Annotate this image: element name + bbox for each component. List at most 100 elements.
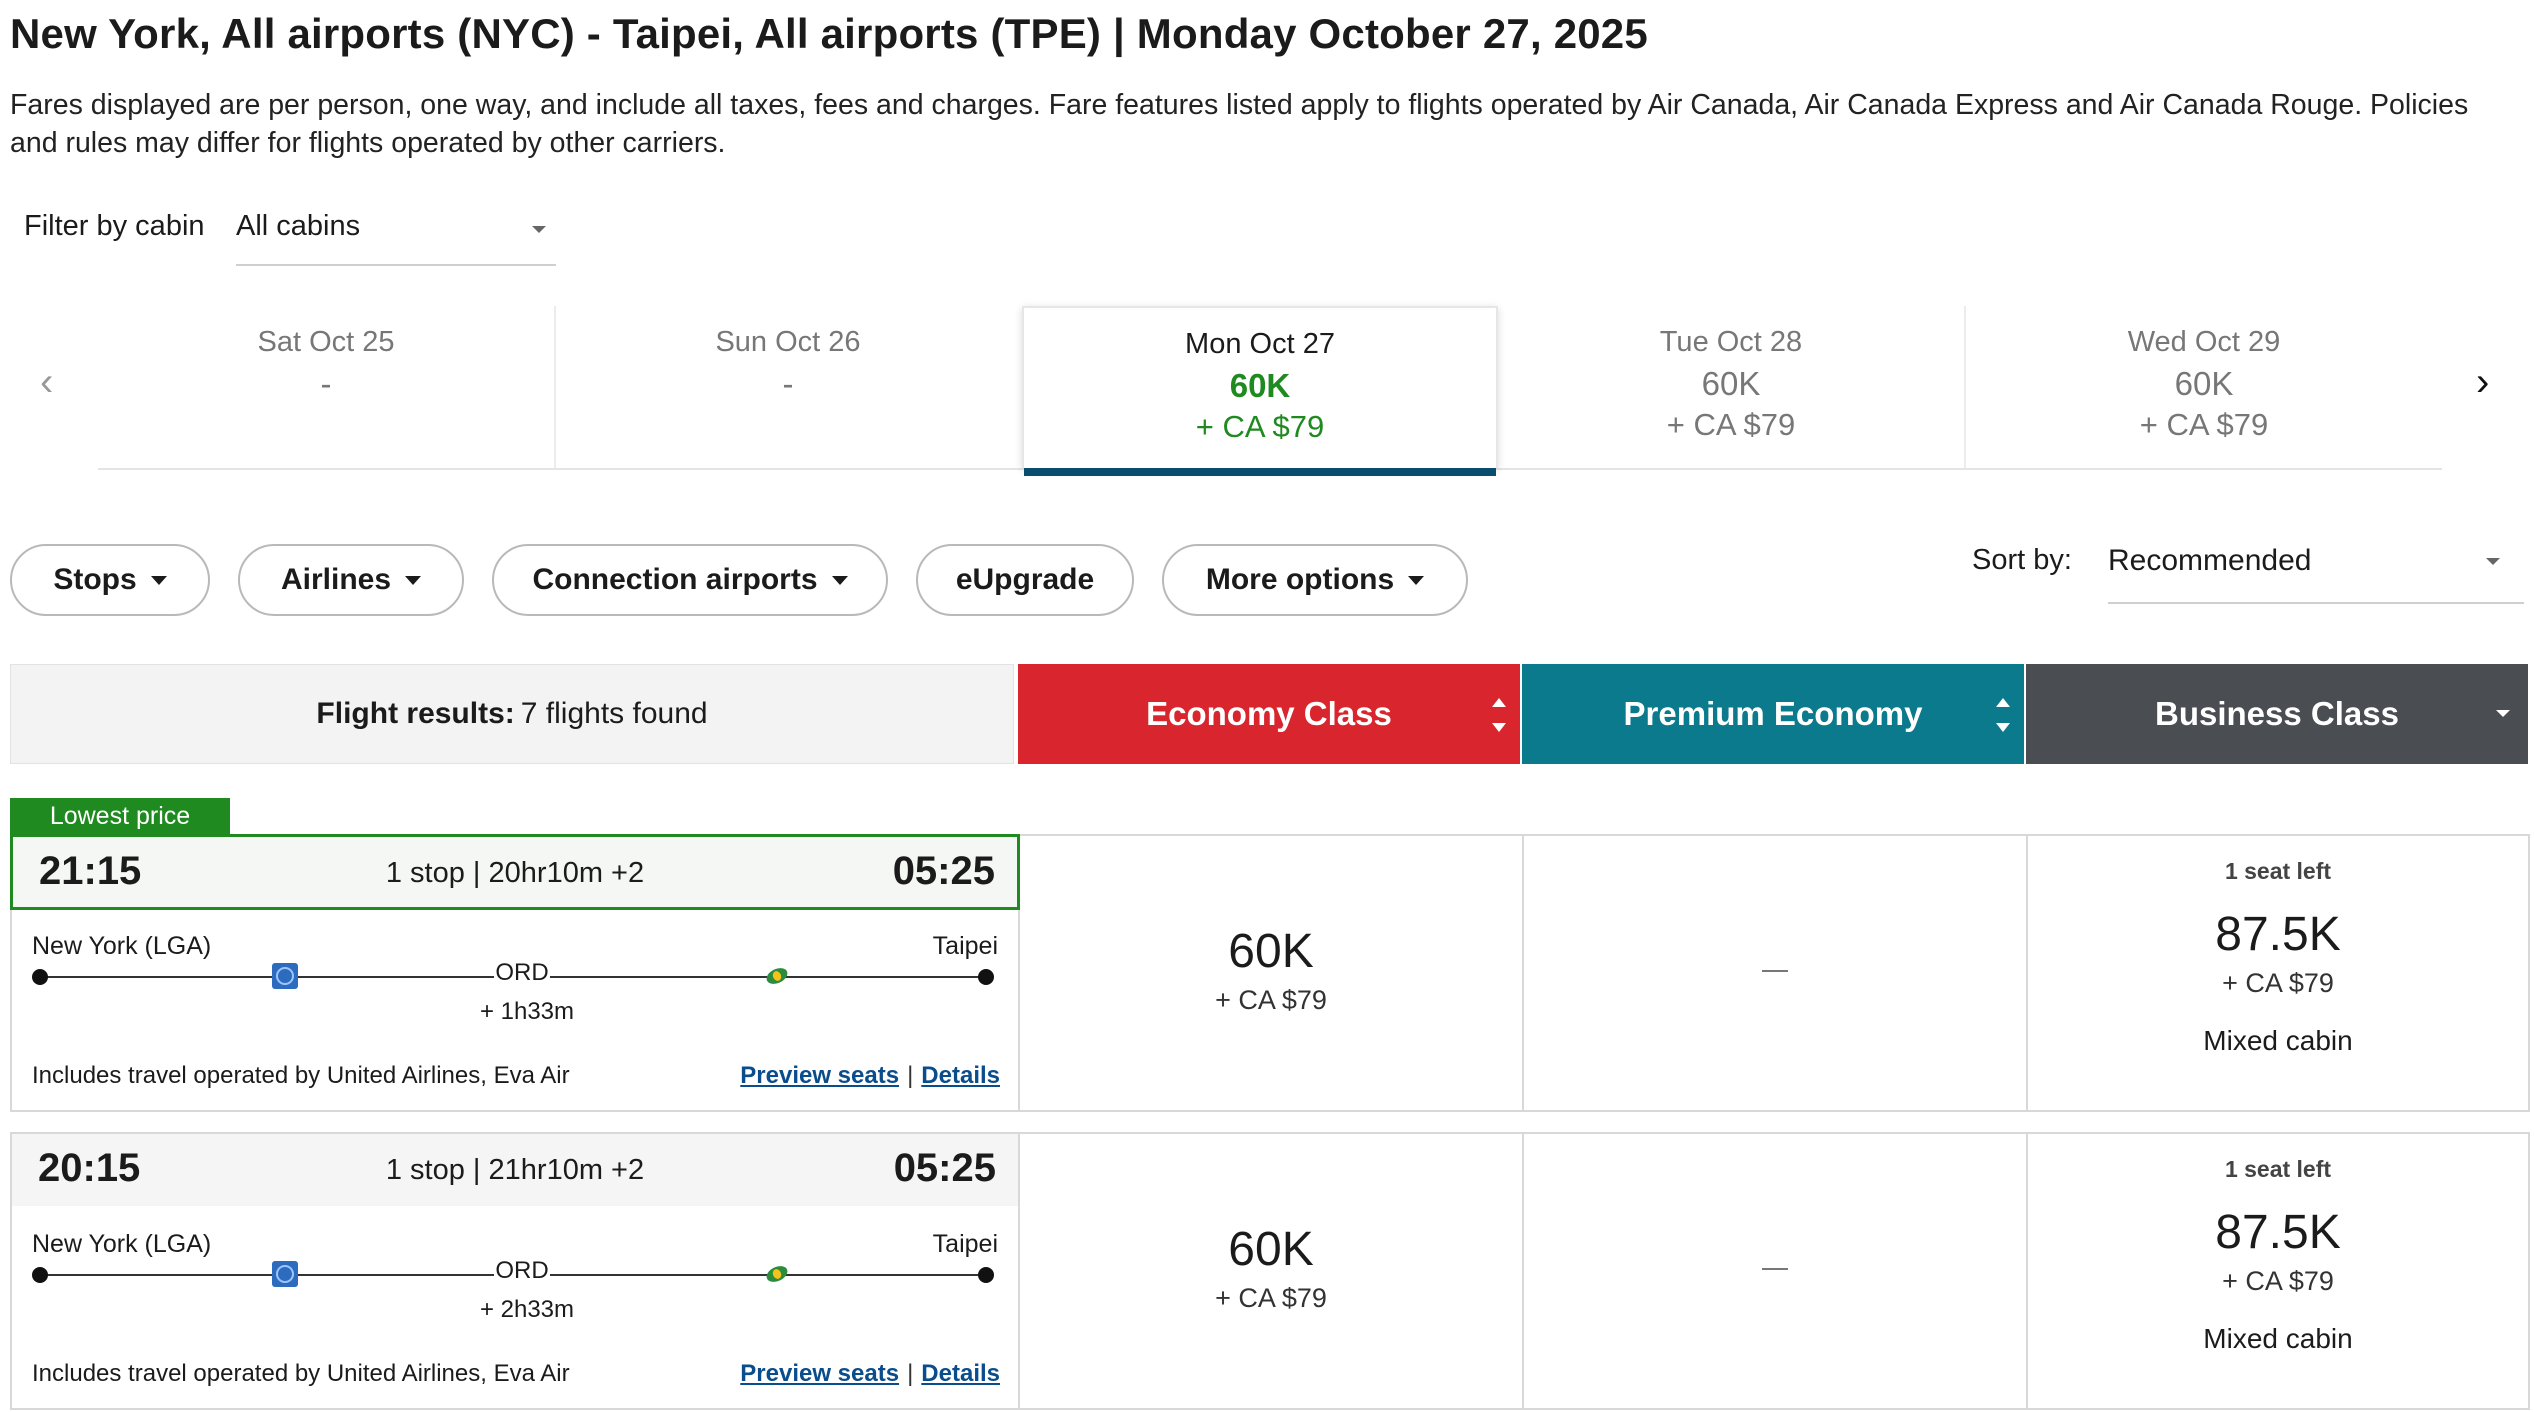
economy-class-header[interactable]: Economy Class	[1018, 664, 1520, 764]
origin-city: New York (LGA)	[32, 1230, 212, 1258]
premium-economy-header[interactable]: Premium Economy	[1522, 664, 2024, 764]
filter-cabin-label: Filter by cabin	[24, 210, 205, 242]
eupgrade-filter-button[interactable]: eUpgrade	[916, 544, 1134, 616]
economy-fare-cell[interactable]: 60K + CA $79	[1020, 1134, 1524, 1408]
seats-left: 1 seat left	[2224, 858, 2332, 884]
selected-indicator	[1024, 468, 1496, 476]
caret-down-icon	[405, 575, 422, 585]
date-tab-tue-oct-28[interactable]: Tue Oct 28 60K + CA $79	[1500, 306, 1962, 468]
details-link[interactable]: Details	[921, 1062, 1000, 1089]
flight-details: 21:15 1 stop | 20hr10m +2 05:25 New York…	[10, 834, 1020, 1110]
date-label: Wed Oct 29	[2127, 326, 2281, 358]
united-airlines-logo-icon	[272, 1261, 298, 1287]
pill-label: More options	[1205, 563, 1395, 596]
results-label: Flight results:	[316, 697, 515, 730]
more-options-button[interactable]: More options	[1162, 544, 1468, 616]
caret-down-icon	[2486, 558, 2500, 565]
flight-row[interactable]: 21:15 1 stop | 20hr10m +2 05:25 New York…	[10, 834, 2530, 1112]
operated-by-note: Includes travel operated by United Airli…	[32, 1360, 570, 1387]
destination-dot	[978, 969, 994, 985]
date-tab-sat-oct-25[interactable]: Sat Oct 25 -	[98, 306, 554, 468]
chevron-right-icon[interactable]: ›	[2476, 360, 2490, 404]
sort-value: Recommended	[2108, 544, 2312, 577]
route-line: ORD	[32, 959, 994, 989]
economy-label: Economy Class	[1146, 695, 1392, 732]
departure-time: 20:15	[38, 1146, 141, 1190]
date-points: -	[782, 365, 794, 402]
date-tab-wed-oct-29[interactable]: Wed Oct 29 60K + CA $79	[1966, 306, 2442, 468]
link-separator: |	[907, 1360, 914, 1387]
origin-dot	[32, 1267, 48, 1283]
business-fare-cell[interactable]: 1 seat left 87.5K + CA $79 Mixed cabin	[2028, 1134, 2528, 1408]
destination-city: Taipei	[932, 1230, 998, 1258]
flight-links: Preview seats | Details	[740, 1360, 1000, 1388]
business-points: 87.5K	[2215, 908, 2341, 961]
economy-cash: + CA $79	[1215, 1283, 1327, 1313]
route-line: ORD	[32, 1257, 994, 1287]
flight-time-strip: 21:15 1 stop | 20hr10m +2 05:25	[10, 834, 1020, 910]
date-label: Sun Oct 26	[715, 326, 861, 358]
pill-label: Stops	[53, 563, 137, 596]
business-label: Business Class	[2155, 695, 2399, 732]
date-tab-mon-oct-27[interactable]: Mon Oct 27 60K + CA $79	[1022, 306, 1498, 476]
date-tab-sun-oct-26[interactable]: Sun Oct 26 -	[556, 306, 1020, 468]
pill-label: Connection airports	[532, 563, 818, 596]
stops-filter-button[interactable]: Stops	[10, 544, 210, 616]
connection-airport: ORD	[494, 959, 550, 987]
united-airlines-logo-icon	[272, 963, 298, 989]
economy-fare-cell[interactable]: 60K + CA $79	[1020, 836, 1524, 1110]
business-class-header[interactable]: Business Class	[2026, 664, 2528, 764]
date-points: -	[320, 365, 332, 402]
details-link[interactable]: Details	[921, 1360, 1000, 1387]
eva-air-logo-icon	[760, 959, 795, 994]
sort-select[interactable]: Recommended	[2108, 538, 2524, 604]
arrival-time: 05:25	[892, 849, 995, 893]
economy-points: 60K	[1228, 925, 1314, 978]
date-points: 60K	[2174, 365, 2234, 402]
pill-label: eUpgrade	[955, 563, 1095, 596]
economy-cash: + CA $79	[1215, 985, 1327, 1015]
premium-unavailable	[1762, 1268, 1788, 1270]
eva-air-logo-icon	[760, 1257, 795, 1292]
flight-summary: 1 stop | 21hr10m +2	[385, 1154, 645, 1186]
date-label: Mon Oct 27	[1185, 328, 1335, 360]
business-cash: + CA $79	[2222, 1266, 2334, 1296]
premium-label: Premium Economy	[1623, 695, 1923, 732]
chevron-left-icon[interactable]: ‹	[40, 360, 54, 404]
premium-fare-cell	[1524, 836, 2028, 1110]
connection-airports-filter-button[interactable]: Connection airports	[492, 544, 888, 616]
results-count: 7 flights found	[520, 697, 708, 730]
date-divider	[554, 306, 556, 468]
date-cash: + CA $79	[1195, 409, 1325, 444]
flight-row[interactable]: 20:15 1 stop | 21hr10m +2 05:25 New York…	[10, 1132, 2530, 1410]
date-points: 60K	[1701, 365, 1761, 402]
caret-down-icon	[150, 575, 167, 585]
origin-dot	[32, 969, 48, 985]
premium-fare-cell	[1524, 1134, 2028, 1408]
airlines-filter-button[interactable]: Airlines	[238, 544, 464, 616]
date-cash: + CA $79	[2139, 407, 2269, 442]
business-fare-cell[interactable]: 1 seat left 87.5K + CA $79 Mixed cabin	[2028, 836, 2528, 1110]
page-title: New York, All airports (NYC) - Taipei, A…	[10, 10, 1648, 57]
preview-seats-link[interactable]: Preview seats	[740, 1062, 900, 1089]
mixed-cabin-note: Mixed cabin	[2203, 1323, 2353, 1354]
layover-time: + 1h33m	[479, 998, 575, 1025]
caret-down-icon	[1408, 575, 1425, 585]
economy-points: 60K	[1228, 1223, 1314, 1276]
fare-disclaimer: Fares displayed are per person, one way,…	[10, 89, 2469, 159]
caret-down-icon	[831, 575, 848, 585]
operated-by-note: Includes travel operated by United Airli…	[32, 1062, 570, 1089]
flight-time-strip: 20:15 1 stop | 21hr10m +2 05:25	[12, 1134, 1018, 1206]
flight-details: 20:15 1 stop | 21hr10m +2 05:25 New York…	[12, 1134, 1020, 1408]
preview-seats-link[interactable]: Preview seats	[740, 1360, 900, 1387]
destination-dot	[978, 1267, 994, 1283]
pill-label: Airlines	[280, 563, 392, 596]
date-divider	[1964, 306, 1966, 468]
date-points: 60K	[1229, 367, 1291, 404]
destination-city: Taipei	[932, 932, 998, 960]
date-carousel: Sat Oct 25 - Sun Oct 26 - Mon Oct 27 60K…	[98, 306, 2442, 476]
filter-cabin-select[interactable]: All cabins	[236, 204, 556, 266]
origin-city: New York (LGA)	[32, 932, 212, 960]
lowest-price-badge: Lowest price	[10, 798, 230, 834]
date-cash: + CA $79	[1666, 407, 1796, 442]
